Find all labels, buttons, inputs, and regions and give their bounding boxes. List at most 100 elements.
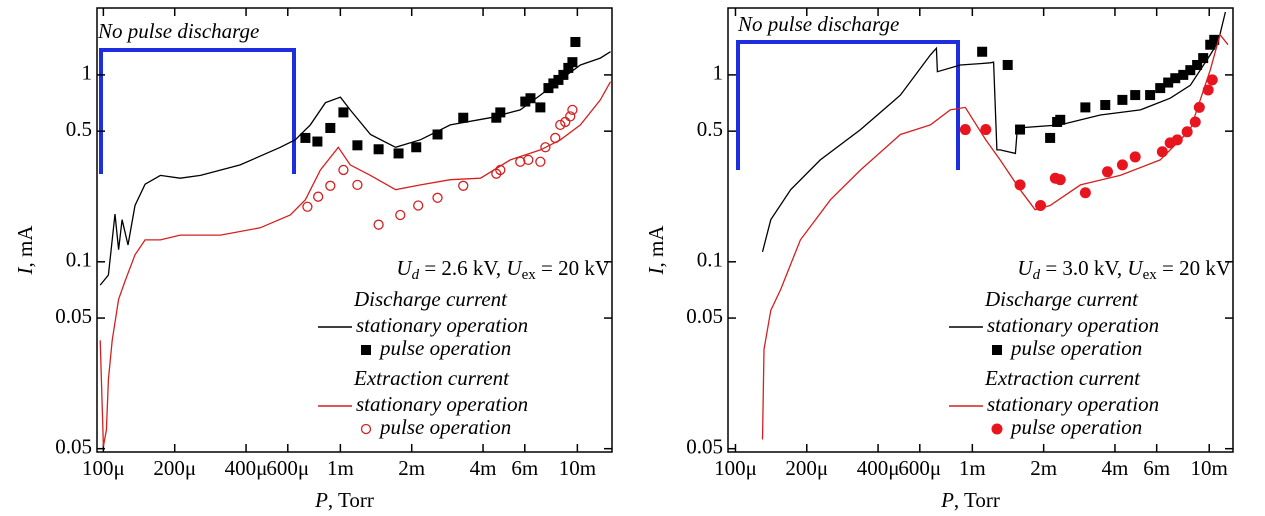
- data-point: [495, 164, 506, 176]
- data-point: [1178, 69, 1189, 80]
- data-point: [1080, 102, 1091, 113]
- condition-part: d: [1033, 267, 1041, 283]
- data-point: [373, 219, 384, 230]
- legend-swatch: [361, 345, 371, 355]
- data-point: [312, 136, 323, 147]
- data-point: [338, 164, 349, 176]
- data-point: [535, 102, 546, 113]
- data-point: [393, 148, 404, 159]
- data-point: [325, 180, 336, 191]
- condition-part: U: [506, 256, 523, 280]
- y-axis-label: I, mA: [13, 225, 37, 276]
- x-tick-label: 100μ: [82, 456, 125, 480]
- data-point: [1035, 200, 1047, 212]
- y-axis-label-part: , mA: [644, 225, 668, 268]
- legend-heading: Extraction current: [984, 366, 1141, 390]
- data-point: [325, 122, 336, 133]
- condition-part: U: [1017, 256, 1034, 280]
- series: [977, 34, 1220, 143]
- y-tick-label: 1: [713, 61, 724, 85]
- x-axis-label: P, Torr: [314, 488, 374, 512]
- data-point: [413, 200, 424, 211]
- data-point: [523, 154, 534, 166]
- legend-label: stationary operation: [987, 313, 1159, 337]
- condition-part: = 20 kV: [1157, 256, 1231, 280]
- data-point: [1079, 187, 1091, 199]
- x-axis-label: P, Torr: [940, 488, 1000, 512]
- y-tick-label: 0.05: [686, 434, 723, 458]
- series: [302, 104, 578, 230]
- data-point: [570, 36, 581, 47]
- data-point: [300, 132, 311, 143]
- y-tick-label: 0.1: [66, 248, 92, 272]
- data-point: [565, 111, 576, 122]
- bracket-left: [99, 48, 296, 174]
- data-point: [1189, 116, 1201, 128]
- series: [761, 11, 1227, 253]
- data-point: [1116, 159, 1128, 171]
- x-axis-label-part: , Torr: [328, 488, 374, 512]
- y-tick-label: 0.05: [55, 434, 92, 458]
- x-tick-label: 600μ: [266, 456, 309, 480]
- data-point: [553, 74, 564, 85]
- data-point: [352, 179, 363, 191]
- x-tick-label: 1m: [327, 456, 354, 480]
- x-tick-label: 600μ: [898, 456, 941, 480]
- data-point: [1170, 73, 1181, 84]
- x-tick-label: 2m: [1030, 456, 1057, 480]
- data-point: [1198, 53, 1209, 64]
- x-tick-label: 4m: [1102, 456, 1129, 480]
- data-point: [520, 96, 531, 107]
- no-pulse-bracket: [736, 40, 960, 170]
- annotation-top: No pulse discharge: [97, 19, 259, 43]
- y-tick-label: 0.5: [697, 117, 723, 141]
- data-point: [495, 107, 506, 118]
- legend-label: stationary operation: [356, 313, 528, 337]
- series-line: [99, 51, 611, 286]
- data-point: [555, 119, 566, 131]
- data-point: [302, 201, 313, 212]
- data-point: [458, 180, 469, 191]
- data-point: [373, 144, 384, 155]
- series: [300, 36, 581, 159]
- data-point: [567, 57, 578, 68]
- legend-heading: Discharge current: [984, 287, 1139, 311]
- data-point: [563, 62, 574, 73]
- data-point: [1055, 114, 1066, 125]
- plot-frame: [96, 7, 613, 453]
- data-point: [1185, 65, 1196, 76]
- y-axis-label: I, mA: [644, 225, 668, 276]
- data-point: [1014, 179, 1026, 191]
- x-tick-label: 4m: [470, 456, 497, 480]
- series: [959, 74, 1218, 212]
- y-tick-label: 0.5: [66, 117, 92, 141]
- bracket-right: [736, 40, 960, 170]
- x-tick-label: 200μ: [153, 456, 196, 480]
- annotation-top: No pulse discharge: [737, 12, 899, 36]
- condition-part: U: [1127, 256, 1144, 280]
- no-pulse-bracket: [99, 48, 296, 174]
- data-point: [1171, 134, 1183, 146]
- data-point: [1155, 83, 1166, 94]
- data-point: [432, 192, 443, 203]
- condition-part: = 20 kV: [536, 256, 610, 280]
- condition-part: = 2.6 kV,: [419, 256, 506, 280]
- data-point: [1100, 100, 1111, 111]
- x-tick-label: 6m: [511, 456, 538, 480]
- data-point: [959, 124, 971, 136]
- data-point: [458, 112, 469, 123]
- x-tick-label: 1m: [959, 456, 986, 480]
- plot-frame: [727, 7, 1234, 453]
- legend-label: pulse operation: [1009, 415, 1142, 439]
- data-point: [313, 191, 324, 202]
- y-axis-label-part: I: [644, 267, 668, 276]
- legend-label: stationary operation: [987, 392, 1159, 416]
- legend-heading: Extraction current: [353, 366, 510, 390]
- y-tick-label: 0.05: [55, 304, 92, 328]
- legend-label: pulse operation: [378, 336, 511, 360]
- data-point: [540, 142, 551, 153]
- data-point: [352, 140, 363, 151]
- condition-annotation: Ud = 2.6 kV, Uex = 20 kV: [396, 256, 610, 284]
